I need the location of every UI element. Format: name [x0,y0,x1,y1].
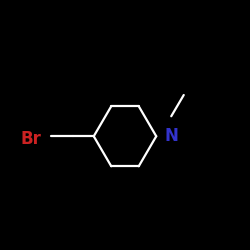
Text: Br: Br [21,130,42,148]
Text: N: N [164,127,178,145]
